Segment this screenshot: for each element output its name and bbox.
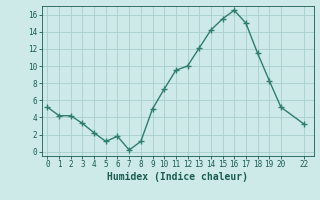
X-axis label: Humidex (Indice chaleur): Humidex (Indice chaleur) bbox=[107, 172, 248, 182]
